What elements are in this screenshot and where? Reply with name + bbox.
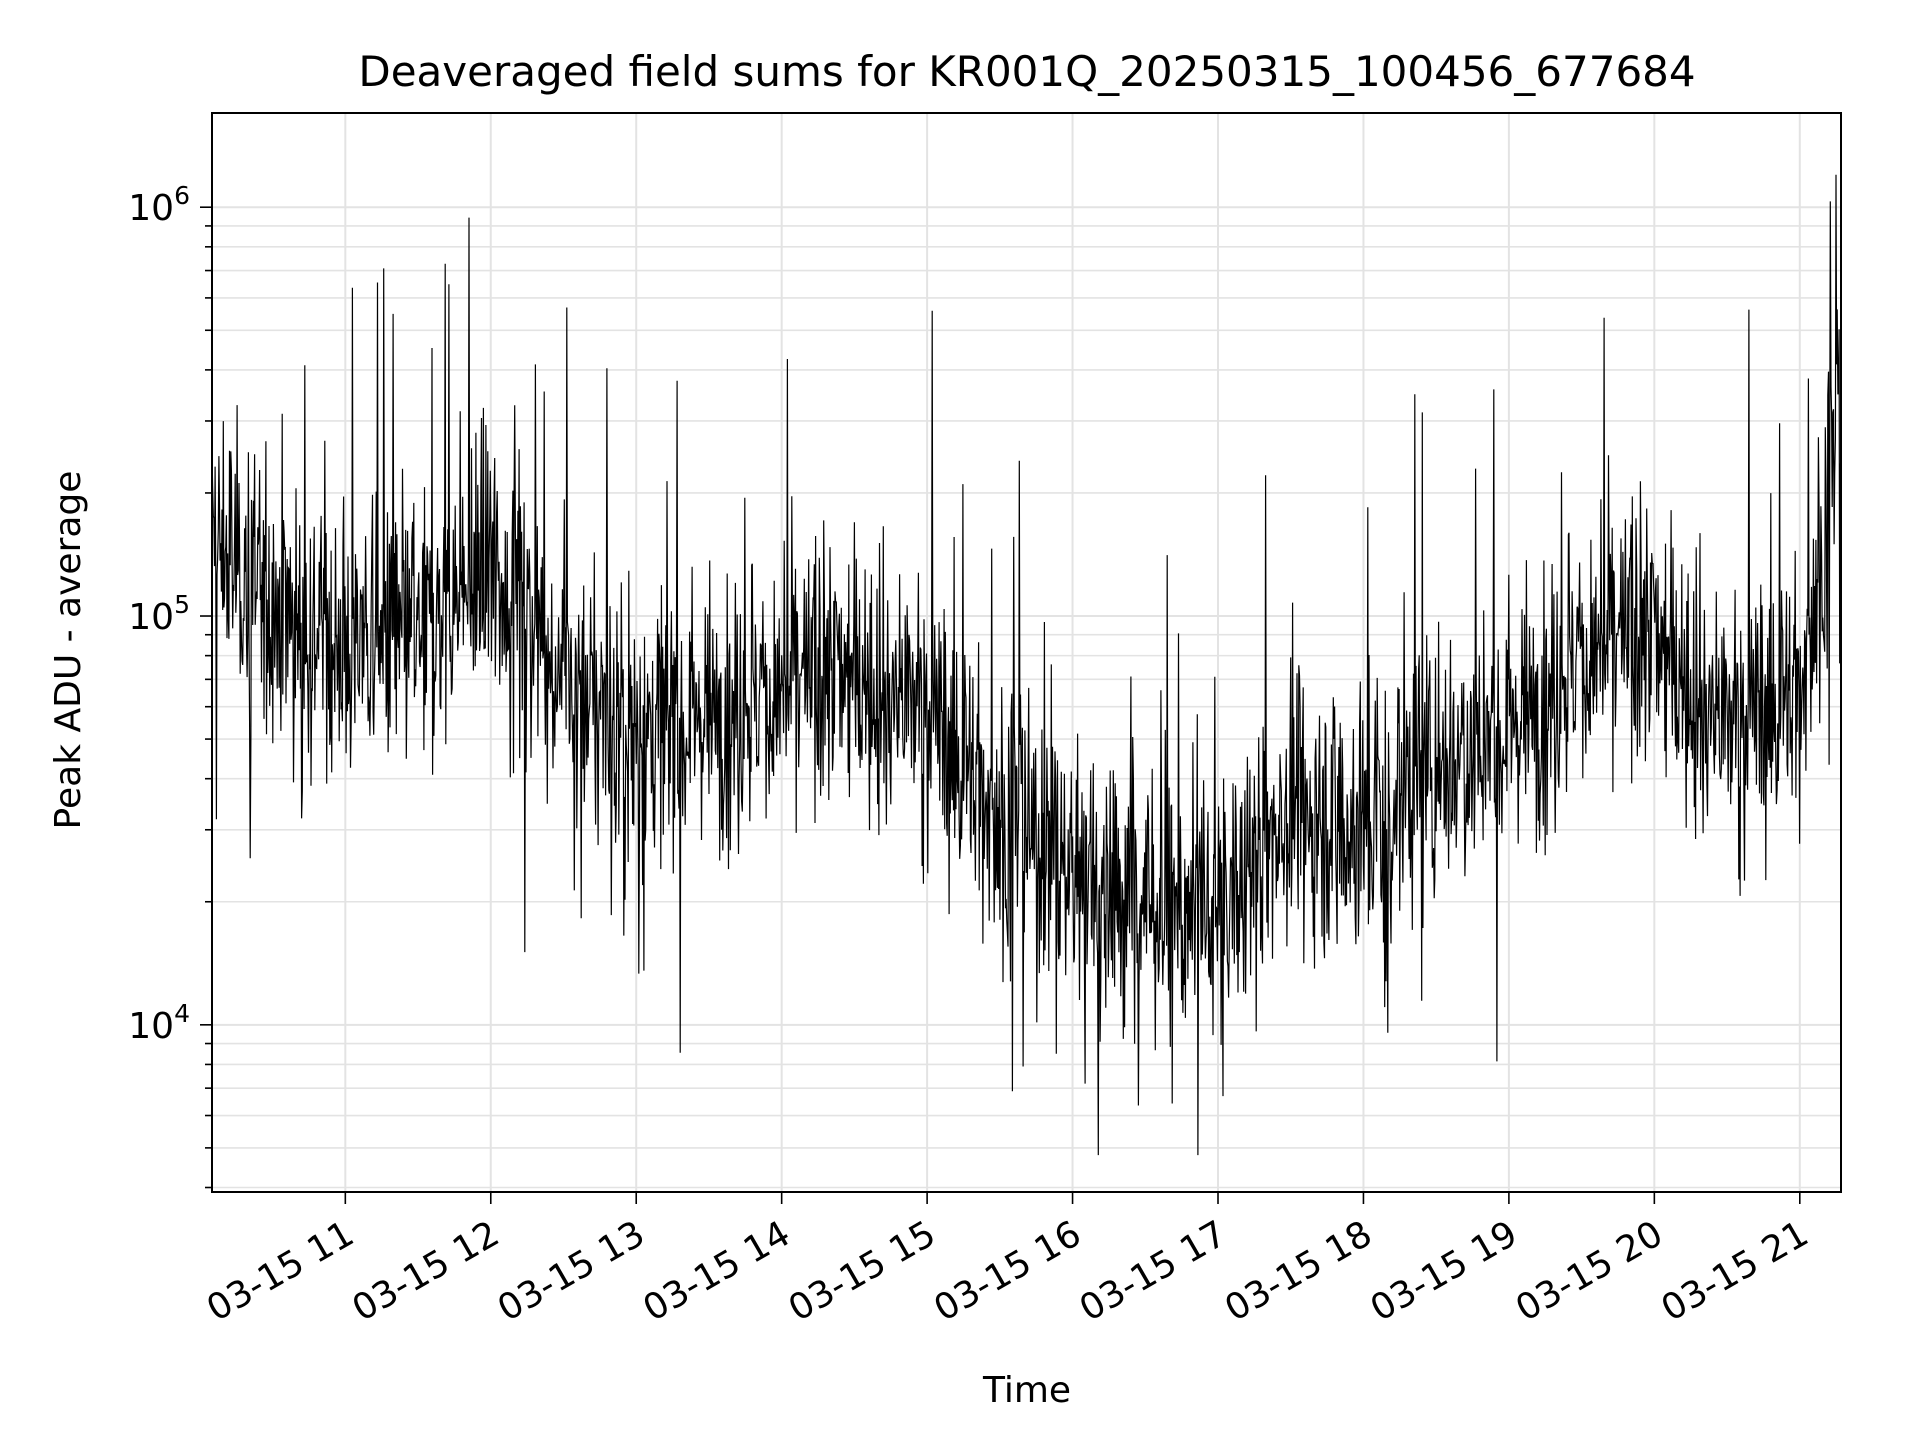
y-tick-base: 10	[128, 188, 174, 229]
y-tick-exponent: 4	[174, 999, 190, 1028]
chart-title: Deaveraged field sums for KR001Q_2025031…	[358, 47, 1695, 96]
series-line-group	[211, 174, 1842, 1156]
y-tick-exponent: 5	[174, 590, 190, 619]
plot-frame	[211, 112, 1842, 1193]
y-tick-exponent: 6	[174, 181, 190, 210]
x-axis-label: Time	[982, 1370, 1071, 1411]
y-tick-label: 105	[128, 590, 190, 638]
series-line	[211, 174, 1842, 1156]
y-tick-base: 10	[128, 597, 174, 638]
y-tick-base: 10	[128, 1006, 174, 1047]
y-tick-label: 106	[128, 181, 190, 229]
y-tick-label: 104	[128, 999, 190, 1047]
grid	[212, 113, 1841, 1192]
y-axis-label: Peak ADU - average	[48, 471, 89, 830]
